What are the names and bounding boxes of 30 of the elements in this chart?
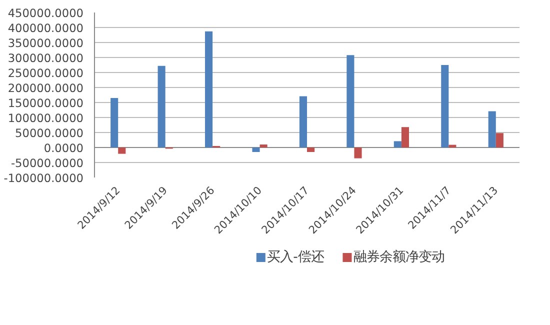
bar bbox=[354, 148, 362, 158]
bar bbox=[110, 98, 118, 148]
y-tick-label: 0.0000 bbox=[44, 141, 84, 155]
bar bbox=[448, 144, 456, 148]
y-tick-label: -100000.0000 bbox=[4, 171, 84, 185]
y-tick-label: 300000.0000 bbox=[8, 51, 84, 65]
y-tick-label: 150000.0000 bbox=[8, 96, 84, 110]
bar bbox=[252, 148, 260, 152]
bar bbox=[401, 127, 409, 148]
bar bbox=[488, 111, 496, 148]
bar bbox=[441, 65, 449, 148]
y-tick-label: 400000.0000 bbox=[8, 21, 84, 35]
legend-label: 融券余额净变动 bbox=[353, 250, 444, 265]
y-tick-label: 350000.0000 bbox=[8, 36, 84, 50]
bar bbox=[496, 133, 504, 148]
bar bbox=[158, 66, 166, 148]
bar bbox=[299, 96, 307, 148]
bar bbox=[118, 148, 126, 154]
legend-label: 买入-偿还 bbox=[267, 250, 324, 265]
y-tick-label: 450000.0000 bbox=[8, 6, 84, 20]
bar bbox=[394, 141, 402, 148]
y-tick-label: -50000.0000 bbox=[10, 156, 84, 170]
y-tick-label: 200000.0000 bbox=[8, 81, 84, 95]
y-tick-label: 250000.0000 bbox=[8, 66, 84, 80]
bar bbox=[346, 55, 354, 148]
bar bbox=[260, 144, 268, 148]
y-tick-label: 100000.0000 bbox=[8, 111, 84, 125]
y-tick-label: 50000.0000 bbox=[15, 126, 84, 140]
bar bbox=[307, 148, 315, 152]
bar bbox=[205, 31, 213, 148]
